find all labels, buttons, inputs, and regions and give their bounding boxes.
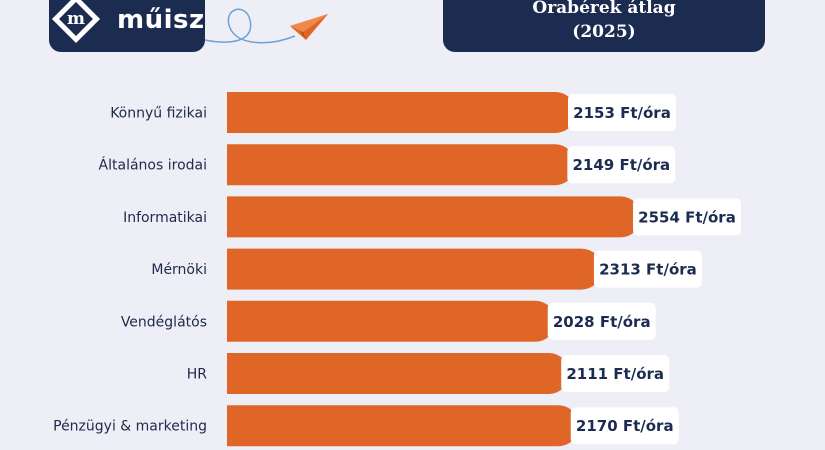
chart-title: Órabérek átlag <box>532 0 676 18</box>
category-label: Mérnöki <box>151 262 207 278</box>
category-label: Informatikai <box>123 210 207 226</box>
value-label: 2153 Ft/óra <box>573 104 671 122</box>
bar <box>227 144 576 186</box>
chart-title-box: Órabérek átlag (2025) <box>443 0 765 52</box>
value-label: 2111 Ft/óra <box>566 365 664 383</box>
value-label: 2313 Ft/óra <box>599 261 697 279</box>
value-label: 2170 Ft/óra <box>576 417 674 435</box>
bar <box>227 353 570 394</box>
brand-logo[interactable]: m műisz <box>49 0 205 52</box>
bar <box>227 196 641 238</box>
value-label: 2149 Ft/óra <box>572 156 670 174</box>
value-label-box <box>593 250 702 288</box>
bar <box>227 405 579 447</box>
value-label-box <box>633 198 741 236</box>
bar <box>227 92 576 133</box>
brand-name: műisz <box>117 5 205 35</box>
category-label: Pénzügyi & marketing <box>53 419 207 435</box>
swirl-line <box>204 8 296 44</box>
category-label: HR <box>187 367 208 383</box>
bar <box>227 248 602 290</box>
category-label: Általános irodai <box>99 157 207 174</box>
chart-subtitle: (2025) <box>572 22 636 42</box>
value-label-box <box>567 146 676 184</box>
value-label: 2028 Ft/óra <box>553 313 651 331</box>
value-label: 2554 Ft/óra <box>638 208 736 226</box>
paper-plane-decoration <box>204 8 328 44</box>
bar <box>227 300 556 342</box>
logo-letter: m <box>67 9 85 29</box>
category-label: Vendéglátós <box>121 314 207 330</box>
paper-plane-icon <box>290 14 328 40</box>
value-label-box <box>570 407 679 445</box>
category-label: Könnyű fizikai <box>110 106 207 122</box>
value-label-box <box>561 355 670 392</box>
value-label-box <box>567 94 676 131</box>
value-label-box <box>547 302 656 340</box>
